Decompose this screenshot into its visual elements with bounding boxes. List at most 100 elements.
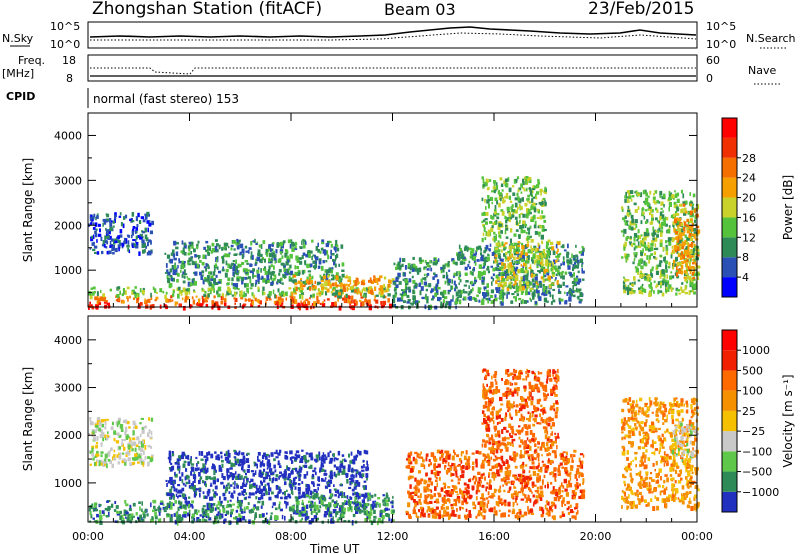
velocity-cell-r3 <box>373 503 376 508</box>
power-cell-r4 <box>257 249 261 255</box>
power-cell-r0 <box>189 304 192 309</box>
velocity-cell-r2 <box>233 490 236 494</box>
power-cell-r10 <box>644 289 647 293</box>
power-cell-r4 <box>246 283 249 288</box>
power-cell-r1 <box>234 297 238 302</box>
power-cell-r10 <box>660 221 665 227</box>
velocity-cell-r0 <box>168 513 171 518</box>
power-cell-r4 <box>207 280 209 284</box>
power-cell-r7 <box>574 258 578 263</box>
power-cell-r9 <box>539 225 542 229</box>
power-cell-r4 <box>338 263 340 267</box>
velocity-cell-r4 <box>419 502 422 506</box>
power-cell-r9 <box>491 215 495 220</box>
power-cell-r4 <box>181 264 185 269</box>
velocity-cell-r3 <box>387 497 390 502</box>
power-cell-r6 <box>412 295 416 300</box>
power-cell-r9 <box>522 223 525 229</box>
velocity-cell-r0 <box>141 518 145 522</box>
power-cell-r5 <box>354 280 358 285</box>
power-cell-r2 <box>184 290 188 295</box>
power-cell-r8 <box>510 248 512 253</box>
velocity-cell-r2 <box>226 474 231 479</box>
power-cell-r5 <box>363 287 366 292</box>
velocity-cell-r2 <box>290 489 293 494</box>
power-cell-r7 <box>544 279 546 282</box>
velocity-cell-r0 <box>339 513 342 519</box>
power-cell-r4 <box>207 271 211 275</box>
power-cell-r7 <box>557 265 561 270</box>
power-cell-r7 <box>472 255 476 261</box>
velocity-cell-r3 <box>378 503 381 508</box>
velocity-cell-r0 <box>301 502 304 505</box>
power-cell-r5 <box>311 287 314 291</box>
power-cell-r7 <box>575 254 578 258</box>
velocity-cell-r3 <box>292 508 295 513</box>
power-cell-r7 <box>530 269 534 273</box>
velocity-cell-r3 <box>382 494 385 497</box>
velocity-cell-r2 <box>289 450 293 455</box>
power-cell-r4 <box>327 254 329 260</box>
velocity-cell-r2 <box>257 455 259 461</box>
velocity-cell-r0 <box>364 518 367 523</box>
power-cell-r10 <box>623 288 627 294</box>
power-cell-r2 <box>234 286 237 290</box>
power-cell-r5 <box>351 285 354 290</box>
power-cell-r2 <box>226 290 230 296</box>
power-cell-r9 <box>522 229 526 234</box>
power-cell-r6 <box>440 269 443 274</box>
power-colorbar-swatch <box>722 277 737 297</box>
power-cell-r11 <box>673 259 676 264</box>
power-cell-r5 <box>357 288 360 293</box>
velocity-cell-r2 <box>194 467 198 472</box>
velocity-cell-r1 <box>118 434 122 438</box>
power-cell-r1 <box>364 299 367 303</box>
power-cell-r10 <box>657 289 660 295</box>
power-cell-r6 <box>423 281 428 286</box>
power-cell-r10 <box>632 290 636 293</box>
power-cell-r1 <box>269 298 272 301</box>
power-cell-r4 <box>231 282 233 286</box>
power-cell-r10 <box>626 236 630 239</box>
velocity-cell-r2 <box>298 465 301 471</box>
power-cell-r6 <box>396 297 400 302</box>
power-cell-r2 <box>290 291 294 294</box>
power-cell-r4 <box>288 267 291 271</box>
velocity-cell-r3 <box>363 502 366 507</box>
velocity-cell-r0 <box>368 516 372 519</box>
power-cell-r3 <box>95 228 98 231</box>
velocity-cell-r1 <box>150 430 153 436</box>
freq-label: Freq. <box>18 54 45 67</box>
power-cell-r6 <box>444 280 447 285</box>
power-cell-r2 <box>171 293 175 297</box>
power-cell-r9 <box>503 180 507 185</box>
velocity-cell-r3 <box>344 500 347 503</box>
power-cell-r9 <box>539 188 543 193</box>
velocity-cell-r1 <box>123 459 127 463</box>
power-colorbar-label: 24 <box>742 172 756 185</box>
power-cell-r3 <box>105 213 108 216</box>
power-cell-r7 <box>488 297 491 301</box>
power-cell-r7 <box>538 280 542 285</box>
power-cell-r4 <box>322 249 326 254</box>
power-cell-r5 <box>368 279 371 283</box>
power-cell-r4 <box>282 262 285 267</box>
velocity-cell-r0 <box>157 507 160 511</box>
velocity-cell-r3 <box>299 509 301 513</box>
power-cell-r4 <box>304 260 306 264</box>
power-cell-r1 <box>181 297 184 301</box>
power-cell-r8 <box>530 282 532 286</box>
power-cell-r9 <box>481 197 484 202</box>
power-cell-r11 <box>693 233 696 239</box>
velocity-cell-r2 <box>263 468 266 472</box>
velocity-cell-r0 <box>130 513 134 517</box>
power-cell-r4 <box>330 249 332 255</box>
power-cell-r9 <box>532 185 536 190</box>
power-cell-r3 <box>147 227 149 233</box>
power-cell-r4 <box>245 268 248 273</box>
power-cell-r8 <box>520 250 524 254</box>
power-cell-r4 <box>210 278 213 281</box>
power-cell-r10 <box>650 221 654 224</box>
velocity-cell-r0 <box>114 500 117 504</box>
power-cell-r9 <box>525 187 528 192</box>
